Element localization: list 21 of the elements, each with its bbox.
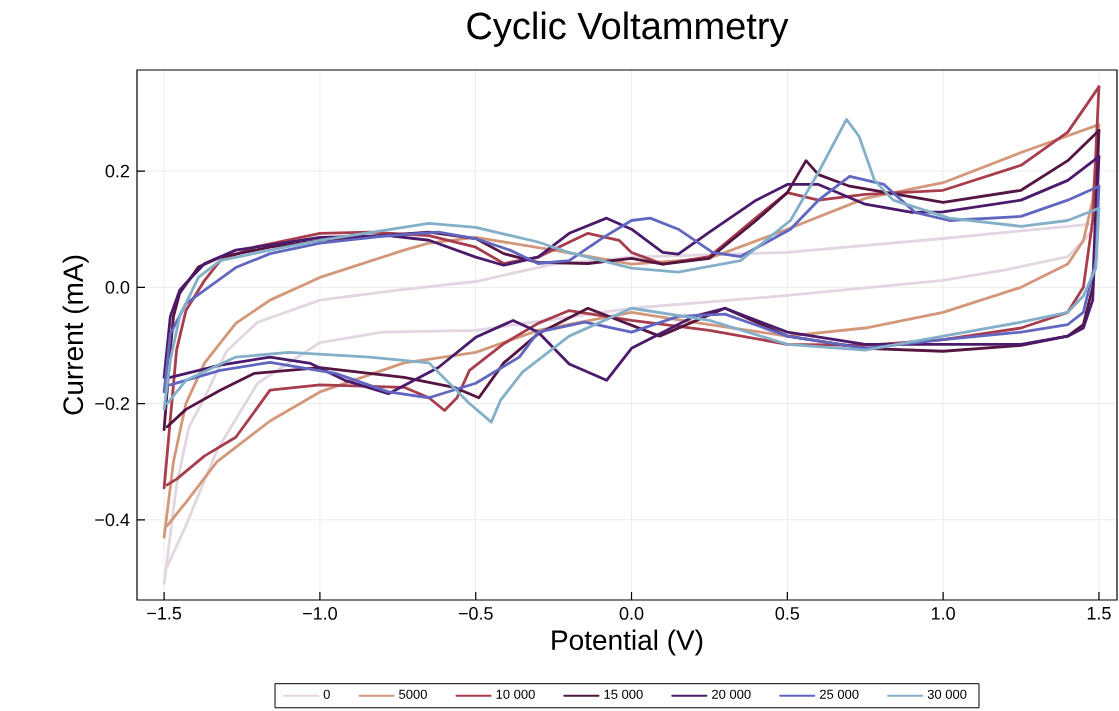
legend-label: 5000 [399, 689, 427, 699]
x-tick-label: −1.5 [147, 607, 182, 620]
chart-title: Cyclic Voltammetry [467, 11, 789, 47]
y-tick-label: −0.2 [95, 397, 130, 410]
x-tick-label: −1.0 [303, 607, 337, 620]
legend-label: 10 000 [496, 689, 535, 699]
x-tick-label: 1.5 [1087, 607, 1111, 620]
y-tick-label: 0.2 [105, 164, 130, 178]
legend-label: 0 [323, 689, 330, 699]
x-tick-label: 1.0 [932, 607, 955, 620]
legend-label: 30 000 [927, 689, 967, 699]
legend-label: 15 000 [604, 689, 643, 699]
y-tick-label: −0.4 [95, 513, 130, 527]
legend-label: 20 000 [712, 689, 751, 699]
y-tick-label: 0.0 [105, 280, 130, 294]
x-tick-label: 0.0 [619, 607, 644, 620]
x-tick-label: −0.5 [458, 607, 493, 620]
x-axis-title: Potential (V) [552, 629, 703, 656]
x-tick-label: 0.5 [775, 607, 800, 620]
legend-label: 25 000 [819, 689, 859, 699]
y-axis-title: Current (mA) [62, 255, 89, 415]
